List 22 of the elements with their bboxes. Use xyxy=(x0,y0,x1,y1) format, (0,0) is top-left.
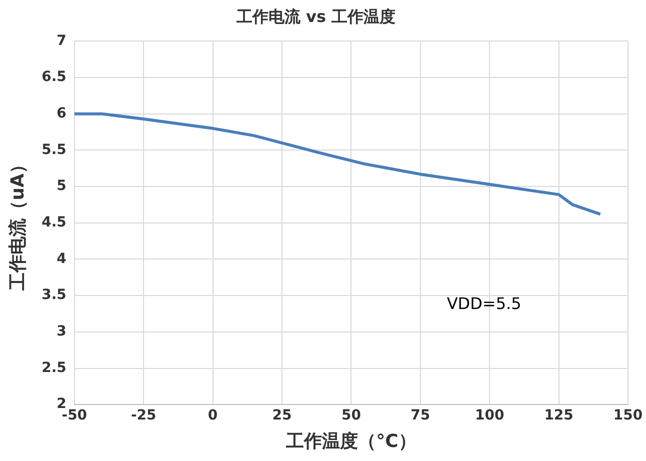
y-tick-label: 7 xyxy=(56,32,66,49)
x-tick-label: 125 xyxy=(544,408,574,424)
x-tick-label: 50 xyxy=(341,408,362,424)
y-tick-label: 2.5 xyxy=(42,360,66,376)
y-tick-label: 5.5 xyxy=(42,142,66,158)
chart-title: 工作电流 vs 工作温度 xyxy=(235,6,396,26)
y-tick-label: 6.5 xyxy=(42,69,66,86)
y-tick-label: 4 xyxy=(56,250,67,267)
x-tick-label: 100 xyxy=(474,408,504,424)
annotation: VDD=5.5 xyxy=(446,294,522,313)
x-tick-label: 75 xyxy=(410,408,430,424)
y-axis-title: 工作电流（uA） xyxy=(7,156,28,292)
y-tick-label: 6 xyxy=(56,106,66,122)
x-tick-label: 0 xyxy=(208,408,218,424)
x-tick-label: -25 xyxy=(130,408,156,424)
x-tick-label: 25 xyxy=(272,408,292,424)
x-axis-title: 工作温度（°C） xyxy=(285,430,416,452)
y-tick-label: 3.5 xyxy=(42,287,66,304)
y-tick-label: 3 xyxy=(56,324,66,340)
x-tick-label: 150 xyxy=(613,408,643,424)
y-tick-label: 5 xyxy=(56,178,66,194)
y-tick-label: 4.5 xyxy=(42,214,66,231)
